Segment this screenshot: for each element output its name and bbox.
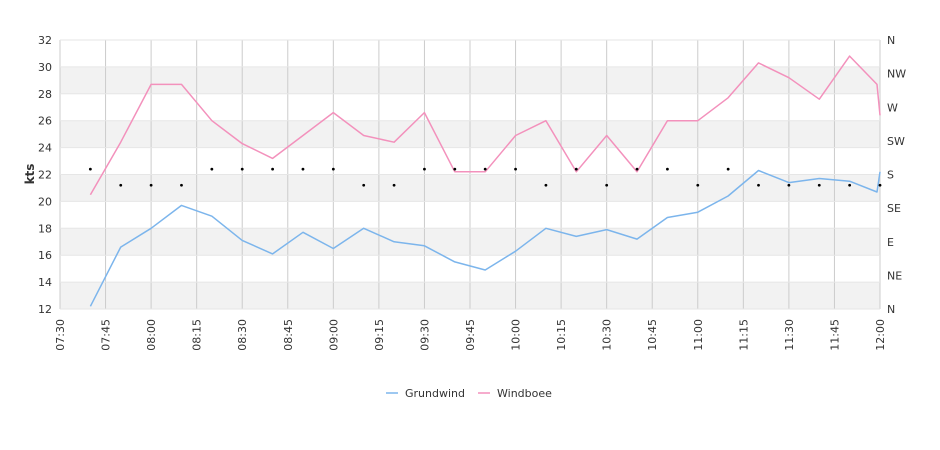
right-axis-ticks: N NE E SE S SW W NW N — [887, 34, 906, 316]
legend-label: Grundwind — [405, 387, 465, 400]
legend-item-windboee[interactable]: Windboee — [478, 387, 552, 400]
y-tick-label: 30 — [38, 61, 52, 74]
direction-marker — [696, 183, 700, 187]
right-axis-tick-label: SW — [887, 135, 905, 148]
right-axis-tick-label: E — [887, 236, 894, 249]
x-tick-label: 08:30 — [236, 319, 249, 351]
right-axis-tick-label: S — [887, 169, 894, 182]
x-tick-label: 10:15 — [555, 319, 568, 351]
x-tick-label: 10:30 — [601, 319, 614, 351]
direction-marker — [88, 167, 92, 171]
y-tick-label: 14 — [38, 276, 52, 289]
x-tick-label: 12:00 — [874, 319, 887, 351]
y-axis-title: kts — [23, 164, 37, 185]
direction-marker — [362, 183, 366, 187]
y-tick-label: 22 — [38, 169, 52, 182]
right-axis-tick-label: NW — [887, 68, 906, 81]
direction-marker — [271, 167, 274, 171]
x-tick-label: 11:30 — [783, 319, 796, 351]
legend[interactable]: Grundwind Windboee — [386, 387, 552, 400]
direction-markers — [88, 167, 882, 187]
y-tick-label: 12 — [38, 303, 52, 316]
direction-marker — [453, 167, 457, 171]
direction-marker — [878, 183, 882, 187]
right-axis-tick-label: N — [887, 34, 895, 47]
y-tick-label: 32 — [38, 34, 52, 47]
direction-marker — [331, 167, 335, 171]
direction-marker — [574, 167, 578, 171]
y-tick-label: 18 — [38, 222, 52, 235]
x-tick-label: 08:15 — [191, 319, 204, 351]
direction-marker — [817, 183, 821, 187]
right-axis-tick-label: N — [887, 303, 895, 316]
direction-marker — [392, 183, 396, 187]
direction-marker — [787, 183, 791, 187]
direction-marker — [666, 167, 669, 171]
direction-marker — [483, 167, 487, 171]
direction-marker — [423, 167, 426, 171]
y-tick-label: 28 — [38, 88, 52, 101]
y-tick-label: 20 — [38, 195, 52, 208]
horizontal-gridlines — [60, 39, 880, 310]
direction-marker — [605, 183, 609, 187]
x-tick-label: 09:00 — [327, 319, 340, 351]
x-tick-label: 11:45 — [828, 319, 841, 351]
y-tick-label: 24 — [38, 142, 52, 155]
direction-marker — [635, 167, 639, 171]
series-group — [89, 55, 881, 307]
right-axis-tick-label: W — [887, 101, 898, 114]
x-axis-ticks: 07:30 07:45 08:00 08:15 08:30 08:45 09:00 09:15… — [54, 319, 887, 351]
x-tick-label: 11:15 — [737, 319, 750, 351]
x-tick-label: 09:15 — [373, 319, 386, 351]
direction-marker — [757, 183, 760, 187]
direction-marker — [240, 167, 244, 171]
direction-marker — [119, 183, 123, 187]
x-tick-label: 07:45 — [100, 319, 113, 351]
y-axis-ticks: 12 14 16 18 20 22 24 26 28 30 32 — [38, 34, 52, 316]
direction-marker — [544, 183, 548, 187]
right-axis-tick-label: NE — [887, 269, 902, 282]
y-tick-label: 26 — [38, 115, 52, 128]
direction-marker — [180, 183, 183, 187]
direction-marker — [149, 183, 153, 187]
y-tick-label: 16 — [38, 249, 52, 262]
series-line-grundwind — [89, 169, 881, 307]
direction-marker — [301, 167, 305, 171]
legend-item-grundwind[interactable]: Grundwind — [386, 387, 465, 400]
series-line-windboee — [89, 55, 881, 196]
direction-marker — [726, 167, 730, 171]
x-tick-label: 09:45 — [464, 319, 477, 351]
x-tick-label: 08:45 — [282, 319, 295, 351]
x-tick-label: 08:00 — [145, 319, 158, 351]
x-tick-label: 10:00 — [510, 319, 523, 351]
direction-marker — [210, 167, 214, 171]
legend-label: Windboee — [497, 387, 552, 400]
x-tick-label: 09:30 — [418, 319, 431, 351]
x-tick-label: 07:30 — [54, 319, 67, 351]
direction-marker — [514, 167, 517, 171]
right-axis-tick-label: SE — [887, 202, 901, 215]
direction-marker — [848, 183, 852, 187]
x-tick-label: 11:00 — [692, 319, 705, 351]
x-tick-label: 10:45 — [646, 319, 659, 351]
